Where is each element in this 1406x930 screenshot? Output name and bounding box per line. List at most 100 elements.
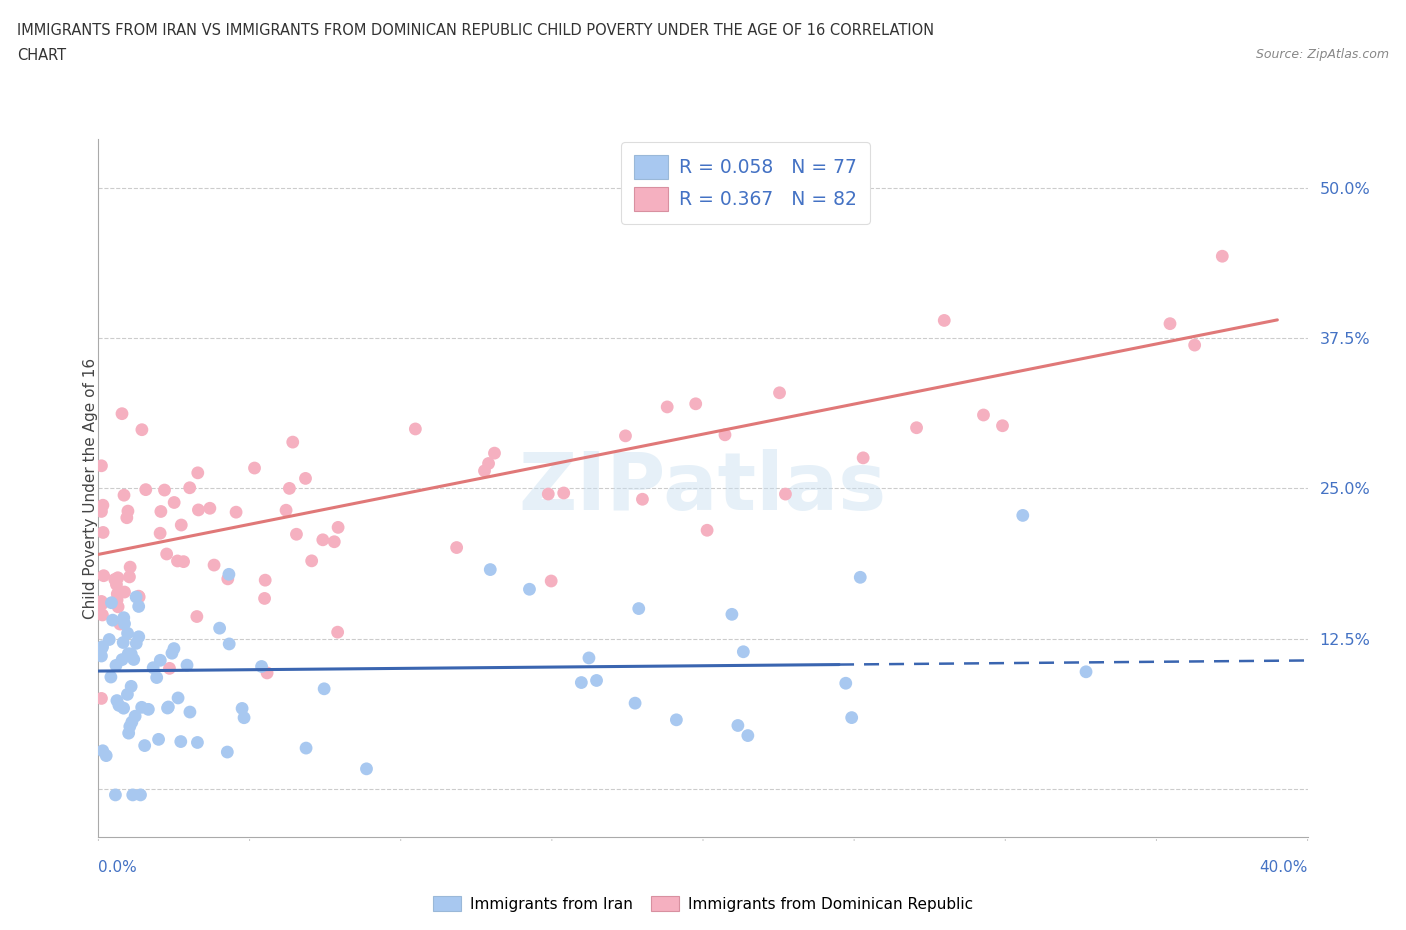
Point bbox=[135, 482, 157, 497]
Point bbox=[157, 699, 180, 714]
Point bbox=[233, 711, 256, 725]
Point bbox=[100, 670, 122, 684]
Point bbox=[115, 511, 138, 525]
Point bbox=[112, 635, 135, 650]
Point bbox=[118, 569, 141, 584]
Point bbox=[553, 485, 575, 500]
Point bbox=[187, 465, 209, 480]
Point bbox=[404, 421, 426, 436]
Point bbox=[326, 520, 349, 535]
Point bbox=[225, 505, 247, 520]
Point bbox=[128, 599, 150, 614]
Point bbox=[285, 526, 308, 541]
Point bbox=[323, 535, 346, 550]
Point bbox=[96, 748, 118, 763]
Point bbox=[118, 719, 141, 734]
Legend: Immigrants from Iran, Immigrants from Dominican Republic: Immigrants from Iran, Immigrants from Do… bbox=[427, 889, 979, 918]
Point bbox=[186, 735, 208, 750]
Point bbox=[167, 690, 190, 705]
Point bbox=[1211, 249, 1233, 264]
Point bbox=[852, 450, 875, 465]
Point bbox=[1159, 316, 1181, 331]
Point bbox=[91, 639, 114, 654]
Point bbox=[217, 745, 239, 760]
Point bbox=[714, 428, 737, 443]
Text: IMMIGRANTS FROM IRAN VS IMMIGRANTS FROM DOMINICAN REPUBLIC CHILD POVERTY UNDER T: IMMIGRANTS FROM IRAN VS IMMIGRANTS FROM … bbox=[17, 23, 934, 38]
Point bbox=[128, 589, 150, 604]
Point bbox=[104, 572, 127, 587]
Point bbox=[112, 610, 135, 625]
Point bbox=[121, 788, 143, 803]
Point bbox=[105, 578, 128, 592]
Text: ZIPatlas: ZIPatlas bbox=[519, 449, 887, 527]
Point bbox=[90, 504, 112, 519]
Point bbox=[1074, 664, 1097, 679]
Point bbox=[90, 648, 112, 663]
Point bbox=[105, 693, 128, 708]
Point bbox=[112, 700, 135, 715]
Point bbox=[145, 671, 167, 685]
Point bbox=[540, 574, 562, 589]
Point bbox=[301, 553, 323, 568]
Point bbox=[104, 788, 127, 803]
Point bbox=[173, 554, 195, 569]
Point bbox=[120, 679, 142, 694]
Point bbox=[149, 525, 172, 540]
Point bbox=[105, 592, 128, 607]
Point bbox=[114, 617, 136, 631]
Point bbox=[202, 558, 225, 573]
Point bbox=[117, 626, 139, 641]
Point bbox=[253, 591, 276, 605]
Point bbox=[537, 486, 560, 501]
Point bbox=[733, 644, 755, 659]
Point bbox=[685, 396, 707, 411]
Point bbox=[120, 646, 142, 661]
Point bbox=[93, 568, 115, 583]
Point bbox=[256, 666, 278, 681]
Point bbox=[737, 728, 759, 743]
Point bbox=[156, 700, 179, 715]
Point bbox=[125, 590, 148, 604]
Text: 0.0%: 0.0% bbox=[98, 860, 138, 875]
Point bbox=[170, 518, 193, 533]
Point bbox=[128, 630, 150, 644]
Point bbox=[585, 673, 607, 688]
Point bbox=[484, 445, 506, 460]
Point bbox=[278, 481, 301, 496]
Point bbox=[117, 687, 139, 702]
Point bbox=[163, 495, 186, 510]
Point bbox=[727, 718, 749, 733]
Point bbox=[122, 652, 145, 667]
Point bbox=[153, 483, 176, 498]
Point bbox=[312, 532, 335, 547]
Point bbox=[118, 725, 141, 740]
Point bbox=[111, 652, 134, 667]
Point bbox=[107, 570, 129, 585]
Point bbox=[217, 571, 239, 586]
Point bbox=[129, 788, 152, 803]
Point bbox=[108, 617, 131, 631]
Text: CHART: CHART bbox=[17, 48, 66, 63]
Point bbox=[101, 613, 124, 628]
Point bbox=[835, 676, 858, 691]
Point bbox=[474, 463, 496, 478]
Point bbox=[124, 709, 146, 724]
Point bbox=[142, 660, 165, 675]
Point bbox=[849, 570, 872, 585]
Point bbox=[117, 504, 139, 519]
Point bbox=[281, 434, 304, 449]
Point bbox=[105, 658, 128, 672]
Point bbox=[696, 523, 718, 538]
Point bbox=[105, 587, 128, 602]
Point bbox=[131, 700, 153, 715]
Point bbox=[125, 636, 148, 651]
Point bbox=[138, 702, 160, 717]
Point bbox=[231, 701, 253, 716]
Point bbox=[657, 400, 679, 415]
Point bbox=[90, 691, 112, 706]
Point bbox=[905, 420, 928, 435]
Point bbox=[163, 641, 186, 656]
Point bbox=[160, 645, 183, 660]
Text: 40.0%: 40.0% bbox=[1260, 860, 1308, 875]
Point bbox=[186, 609, 208, 624]
